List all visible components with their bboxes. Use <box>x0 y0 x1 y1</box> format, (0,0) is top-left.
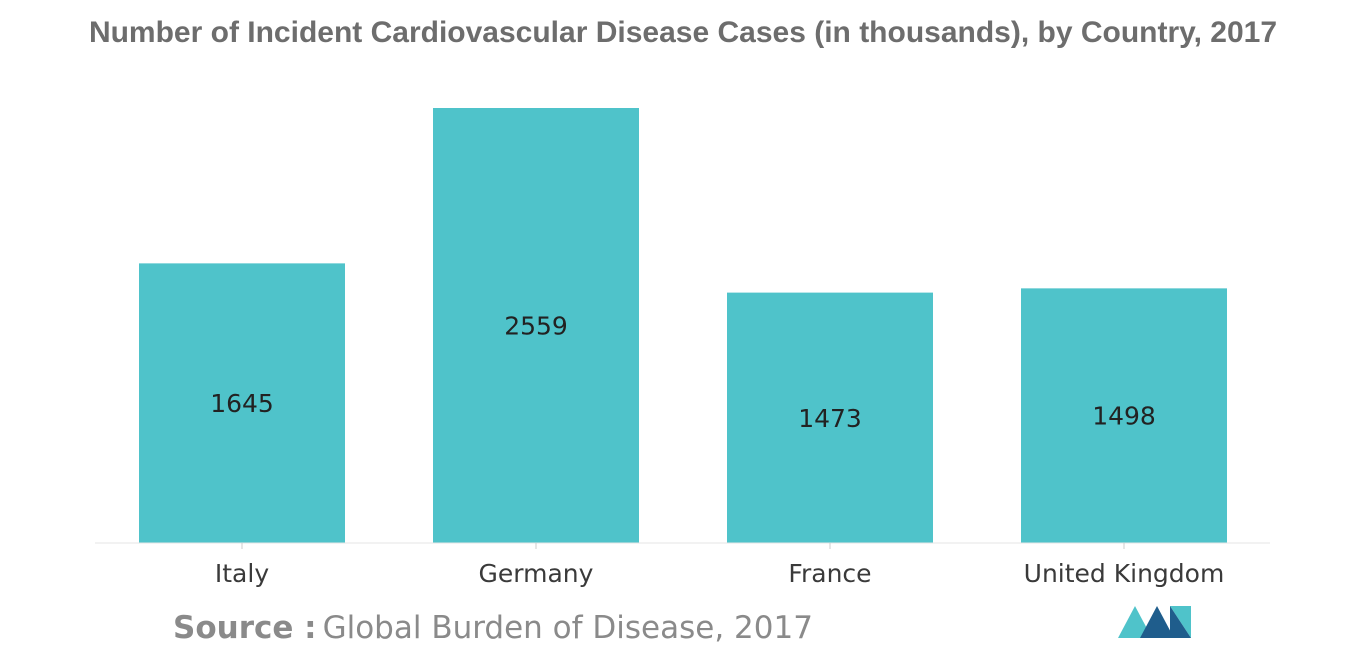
bars-group: 1645 2559 1473 1498 <box>139 108 1227 543</box>
data-label: 1498 <box>1092 402 1156 431</box>
source-text: Global Burden of Disease, 2017 <box>323 610 813 646</box>
bar-germany <box>433 108 639 543</box>
data-label: 1473 <box>798 404 862 433</box>
chart-title: Number of Incident Cardiovascular Diseas… <box>89 16 1277 49</box>
logo-middle-triangle <box>1140 606 1174 638</box>
data-label: 2559 <box>504 312 568 341</box>
x-axis-ticks: Italy Germany France United Kingdom <box>215 543 1224 588</box>
x-tick-label: United Kingdom <box>1024 559 1225 588</box>
logo-left-triangle <box>1118 606 1152 638</box>
x-tick-label: Germany <box>479 559 594 588</box>
source-line: Source : Global Burden of Disease, 2017 <box>173 610 813 646</box>
bar-italy <box>139 263 345 543</box>
x-tick-label: France <box>788 559 871 588</box>
bar-france <box>727 292 933 543</box>
data-label: 1645 <box>210 389 274 418</box>
logo-right-shape-dark <box>1170 606 1191 638</box>
mordor-logo-icon <box>1118 606 1191 638</box>
bar-united-kingdom <box>1021 288 1227 543</box>
x-tick-label: Italy <box>215 559 269 588</box>
source-label: Source : <box>173 610 317 646</box>
